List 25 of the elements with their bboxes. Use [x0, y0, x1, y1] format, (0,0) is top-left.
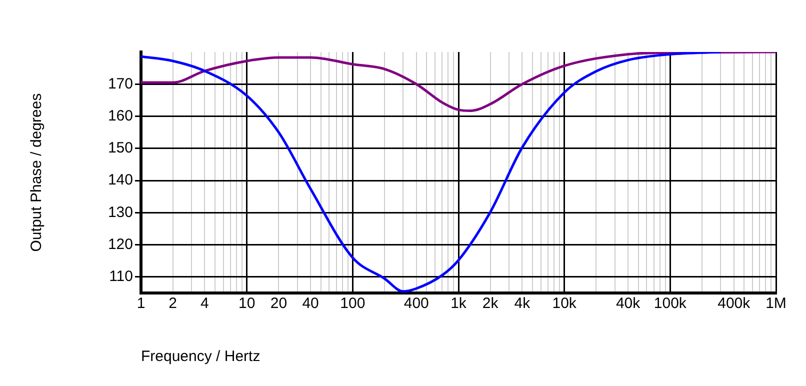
y-tick-label: 170	[108, 75, 133, 92]
y-axis-title: Output Phase / degrees	[28, 93, 46, 252]
x-tick-label: 40k	[616, 295, 641, 312]
x-tick-label: 4	[200, 295, 209, 312]
x-tick-label: 100k	[654, 295, 687, 312]
x-tick-label: 40	[302, 295, 319, 312]
x-tick-label: 10k	[552, 295, 577, 312]
x-axis-title: Frequency / Hertz	[141, 348, 260, 366]
y-tick-label: 110	[109, 268, 133, 286]
x-tick-label: 100	[340, 295, 366, 312]
y-tick-label: 130	[108, 204, 133, 221]
x-tick-label: 20	[270, 295, 288, 312]
x-tick-label: 4k	[514, 295, 531, 312]
y-tick-label: 120	[108, 236, 133, 253]
x-tick-label: 10	[238, 295, 256, 312]
y-tick-label: 150	[108, 140, 133, 157]
x-tick-label: 400	[404, 295, 429, 312]
x-tick-label: 1	[136, 295, 146, 312]
x-tick-label: 2	[168, 295, 178, 312]
x-tick-label: 2k	[482, 295, 499, 312]
x-tick-label: 1M	[766, 295, 786, 312]
y-tick-label: 140	[108, 172, 133, 189]
y-tick-label: 160	[108, 107, 133, 124]
x-tick-label: 400k	[718, 295, 751, 312]
x-tick-label: 1k	[450, 295, 467, 312]
